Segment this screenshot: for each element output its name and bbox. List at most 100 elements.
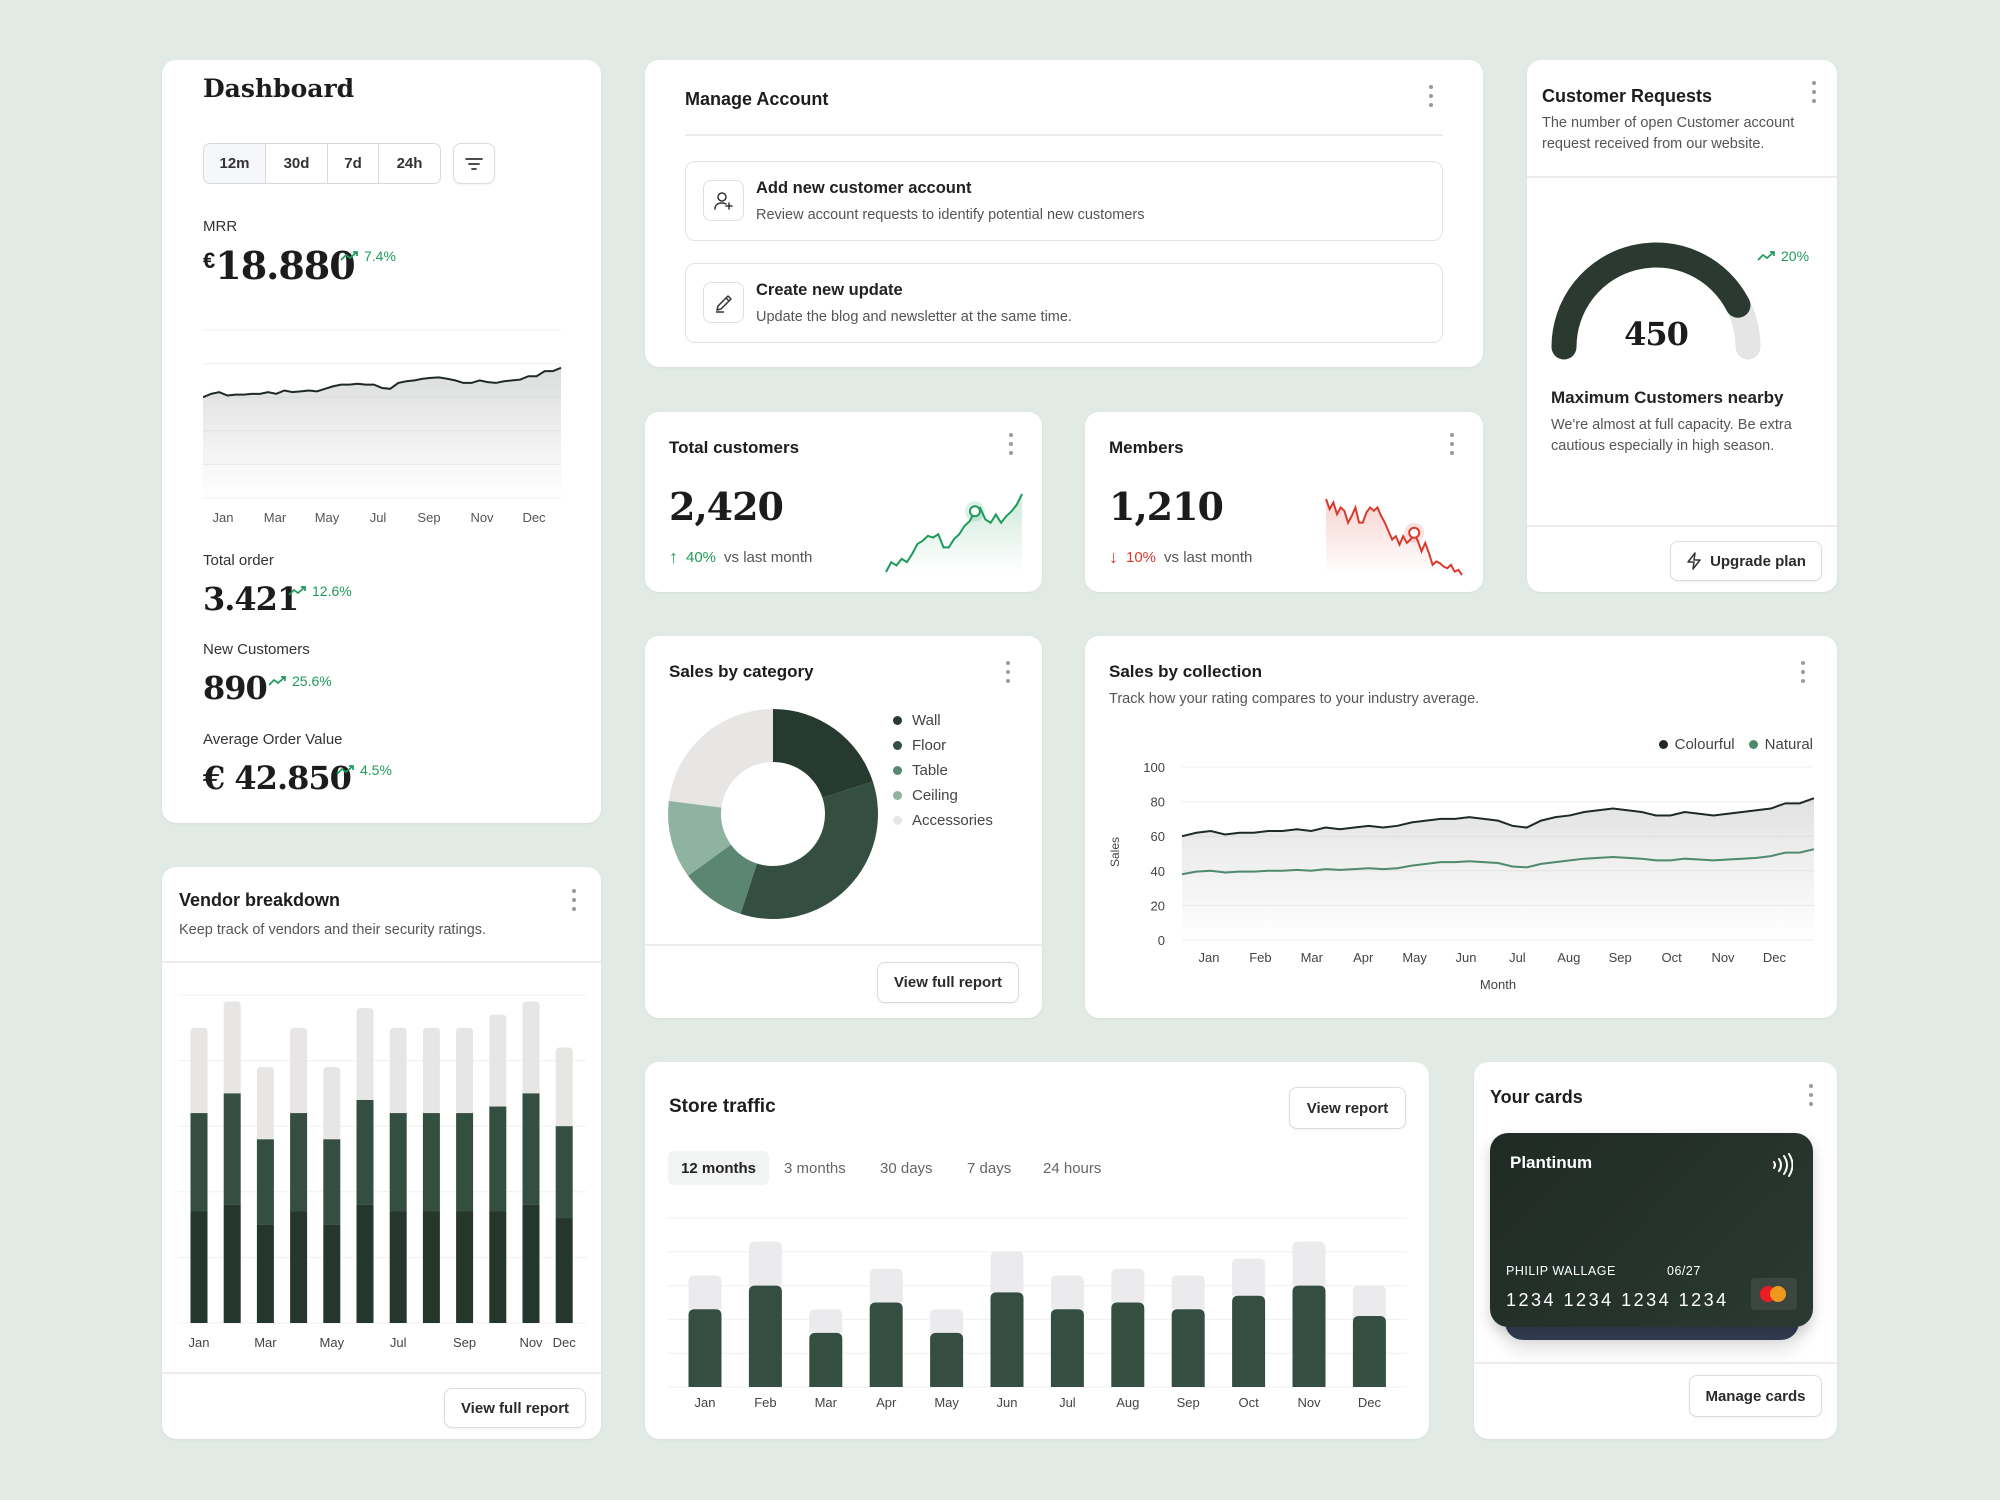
bar-apr-segment-3 xyxy=(290,1027,308,1114)
more-options-icon[interactable] xyxy=(1005,433,1017,455)
arrow-down-icon: ↓ xyxy=(1109,547,1118,567)
tab-30-days[interactable]: 30 days xyxy=(880,1159,933,1177)
pie-slice-ceiling xyxy=(668,800,731,876)
tab-3-months[interactable]: 3 months xyxy=(784,1159,846,1177)
more-options-icon[interactable] xyxy=(1425,85,1437,107)
view-full-report-button[interactable]: View full report xyxy=(444,1388,586,1428)
range-12m[interactable]: 12m xyxy=(204,144,266,183)
lightning-icon xyxy=(1687,552,1701,570)
bar-dec-segment-2 xyxy=(1352,1285,1386,1317)
bar-jan-segment-2 xyxy=(688,1275,722,1310)
total-customers-value: 2,420 xyxy=(669,484,784,529)
create-update-item[interactable]: Create new update Update the blog and ne… xyxy=(685,263,1443,343)
x-tick-label: May xyxy=(320,1335,345,1350)
x-tick-label: Jul xyxy=(370,510,387,525)
card-tier: Plantinum xyxy=(1510,1153,1593,1172)
y-tick-label: 20 xyxy=(1151,898,1165,913)
bar-mar-segment-1 xyxy=(809,1332,843,1387)
aov-change-value: 4.5% xyxy=(360,762,392,778)
bar-sep-segment-2 xyxy=(456,1113,474,1212)
bar-jun-segment-3 xyxy=(356,1008,374,1100)
manage-account-card: Manage Account Add new customer account … xyxy=(645,60,1483,367)
more-options-icon[interactable] xyxy=(568,889,580,911)
members-value: 1,210 xyxy=(1109,484,1224,529)
members-title: Members xyxy=(1109,438,1184,457)
y-tick-label: 0 xyxy=(1158,933,1165,948)
range-7d[interactable]: 7d xyxy=(328,144,379,183)
range-24h[interactable]: 24h xyxy=(396,155,423,172)
series-line-colourful xyxy=(1181,797,1815,838)
bar-may-segment-2 xyxy=(930,1309,964,1333)
total-order-change-value: 12.6% xyxy=(312,583,352,599)
trend-up-icon xyxy=(268,676,286,686)
legend-item: Natural xyxy=(1748,736,1813,753)
gauge-change: 20% xyxy=(1757,248,1809,264)
x-tick-label: Aug xyxy=(1557,950,1580,965)
filter-button[interactable] xyxy=(453,143,495,184)
y-tick-label: 40 xyxy=(1151,864,1165,879)
your-cards-card: Your cards Plantinum PHILIP WALLAGE 06/2… xyxy=(1474,1062,1837,1439)
legend-label: Ceiling xyxy=(912,787,958,804)
gauge-value: 450 xyxy=(1624,315,1689,353)
x-tick-label: Nov xyxy=(519,1335,543,1350)
legend-label: Accessories xyxy=(912,812,993,829)
sales-by-collection-description: Track how your rating compares to your i… xyxy=(1109,691,1480,707)
gauge-subtitle: Maximum Customers nearby xyxy=(1551,388,1784,407)
item-description: Review account requests to identify pote… xyxy=(756,207,1145,223)
highlight-point xyxy=(1408,526,1421,539)
bar-nov-segment-3 xyxy=(522,1001,540,1094)
x-tick-label: Jan xyxy=(1199,950,1220,965)
upgrade-plan-button[interactable]: Upgrade plan xyxy=(1670,541,1822,581)
total-customers-sparkline xyxy=(885,493,1023,573)
view-report-button[interactable]: View report xyxy=(1289,1087,1406,1129)
x-tick-label: Jul xyxy=(390,1335,407,1350)
tab-7-days[interactable]: 7 days xyxy=(967,1159,1012,1177)
credit-card[interactable]: Plantinum PHILIP WALLAGE 06/27 1234 1234… xyxy=(1490,1133,1813,1327)
sales-by-collection-chart: 0 20 40 60 80 100 Jan Feb Mar Apr May Jun Jul Aug Sep O… xyxy=(1108,760,1815,992)
bar-jan-segment-1 xyxy=(688,1309,722,1387)
add-customer-account-item[interactable]: Add new customer account Review account … xyxy=(685,161,1443,241)
bar-mar-segment-2 xyxy=(256,1139,274,1225)
bar-dec-segment-1 xyxy=(555,1218,573,1323)
dashboard-card: Dashboard 12m 30d 7d 24h MRR € 18.880 7.… xyxy=(162,60,601,823)
aov-change: 4.5% xyxy=(336,762,392,778)
manage-cards-button[interactable]: Manage cards xyxy=(1689,1375,1822,1417)
bar-may-segment-1 xyxy=(323,1224,341,1323)
x-tick-label: Oct xyxy=(1661,950,1682,965)
legend-label: Floor xyxy=(912,737,947,754)
bar-jun-segment-1 xyxy=(356,1204,374,1323)
total-order-label: Total order xyxy=(203,552,274,569)
mastercard-icon xyxy=(1751,1278,1797,1310)
x-tick-label: Mar xyxy=(264,510,287,525)
tab-12-months[interactable]: 12 months xyxy=(668,1151,770,1185)
bar-jun-segment-2 xyxy=(356,1099,374,1205)
more-options-icon[interactable] xyxy=(1797,661,1809,683)
contactless-icon xyxy=(1773,1153,1793,1177)
legend-item: Floor xyxy=(893,737,946,754)
total-customers-title: Total customers xyxy=(669,438,800,457)
tab-24-hours[interactable]: 24 hours xyxy=(1043,1159,1102,1177)
range-30d[interactable]: 30d xyxy=(266,144,328,183)
divider xyxy=(1474,1362,1837,1364)
x-tick-label: May xyxy=(934,1395,959,1410)
bar-mar-segment-2 xyxy=(809,1309,843,1333)
sales-by-collection-card: Sales by collection Track how your ratin… xyxy=(1085,636,1837,1018)
view-full-report-button[interactable]: View full report xyxy=(877,962,1019,1003)
more-options-icon[interactable] xyxy=(1446,433,1458,455)
gauge-fill xyxy=(1551,242,1751,360)
your-cards-title: Your cards xyxy=(1490,1087,1583,1107)
x-tick-label: Jul xyxy=(1059,1395,1076,1410)
x-tick-label: Aug xyxy=(1116,1395,1139,1410)
bar-oct-segment-2 xyxy=(489,1106,507,1212)
more-options-icon[interactable] xyxy=(1808,81,1820,103)
x-tick-label: Dec xyxy=(1763,950,1787,965)
legend-swatch xyxy=(893,716,902,725)
bar-oct-segment-3 xyxy=(489,1014,507,1107)
bar-oct-segment-1 xyxy=(1232,1295,1266,1387)
legend-swatch xyxy=(893,741,902,750)
bar-dec-segment-1 xyxy=(1352,1316,1386,1387)
series-area xyxy=(1182,798,1814,940)
trend-up-icon xyxy=(1757,251,1775,261)
more-options-icon[interactable] xyxy=(1805,1084,1817,1106)
more-options-icon[interactable] xyxy=(1002,661,1014,683)
